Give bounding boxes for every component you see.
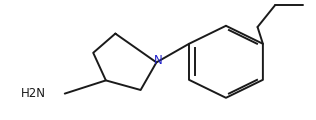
Text: N: N [154, 54, 162, 67]
Text: H2N: H2N [21, 87, 46, 100]
